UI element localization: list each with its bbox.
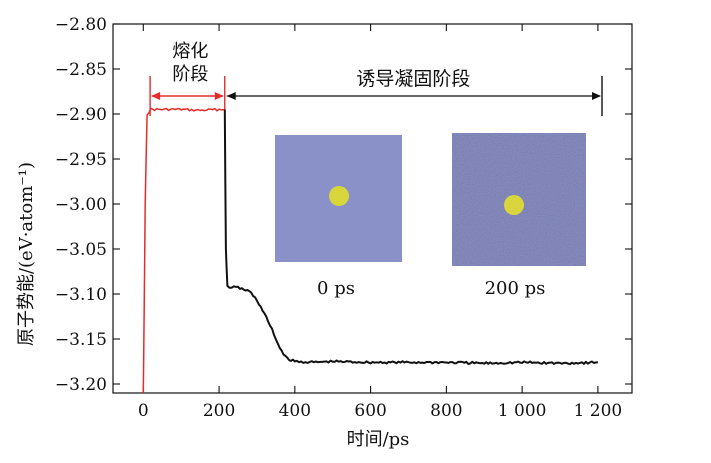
y-tick-label: −3.15 (55, 330, 107, 350)
x-tick-label: 200 (203, 401, 235, 421)
induced-stage-label: 诱导凝固阶段 (356, 68, 470, 90)
y-tick-label: −2.90 (55, 105, 107, 125)
melt-stage-label: 阶段 (172, 64, 208, 85)
series-solidification-line (223, 109, 598, 366)
plot-frame (112, 23, 633, 394)
y-tick-label: −3.00 (55, 195, 107, 215)
y-tick-label: −3.05 (55, 240, 107, 260)
x-tick-label: 800 (430, 401, 462, 421)
induced-arrow-head-right (592, 92, 601, 100)
melt-stage-label: 熔化 (172, 41, 208, 62)
x-axis: 0 200 400 600 800 1 000 1 200 (138, 24, 622, 421)
series-layer (142, 107, 598, 394)
y-tick-label: −2.80 (55, 15, 107, 35)
y-tick-label: −2.85 (55, 60, 107, 80)
y-tick-label: −3.10 (55, 285, 107, 305)
snapshot-label: 200 ps (485, 278, 546, 299)
plot-border (112, 23, 633, 394)
snapshot-panels: 0 ps 200 ps (275, 133, 586, 299)
snapshot-nucleus (504, 195, 524, 215)
snapshot-label: 0 ps (317, 278, 355, 299)
y-axis-label: 原子势能/(eV·atom⁻¹) (16, 162, 37, 346)
snapshot-nucleus (329, 186, 349, 206)
x-tick-label: 0 (138, 401, 149, 421)
x-tick-label: 1 000 (498, 401, 547, 421)
melt-arrow-head-right (214, 92, 224, 100)
series-melting-line (142, 107, 225, 394)
melt-arrow-head-left (151, 92, 161, 100)
y-tick-label: −3.20 (55, 375, 107, 395)
x-axis-label: 时间/ps (347, 429, 410, 450)
y-tick-label: −2.95 (55, 150, 107, 170)
x-tick-label: 1 200 (574, 401, 623, 421)
x-tick-label: 600 (354, 401, 386, 421)
induced-arrow-head-left (226, 92, 236, 100)
y-axis: −2.80 −2.85 −2.90 −2.95 −3.00 −3.05 −3.10 −3.15… (55, 15, 632, 395)
x-tick-label: 400 (279, 401, 311, 421)
